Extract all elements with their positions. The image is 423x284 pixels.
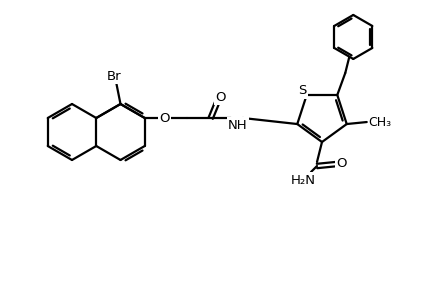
Text: CH₃: CH₃ [369, 116, 392, 129]
Text: O: O [215, 91, 226, 103]
Text: NH: NH [228, 118, 247, 131]
Text: S: S [299, 84, 307, 97]
Text: Br: Br [107, 70, 122, 82]
Text: H₂N: H₂N [291, 174, 316, 187]
Text: O: O [159, 112, 170, 124]
Text: O: O [337, 156, 347, 170]
